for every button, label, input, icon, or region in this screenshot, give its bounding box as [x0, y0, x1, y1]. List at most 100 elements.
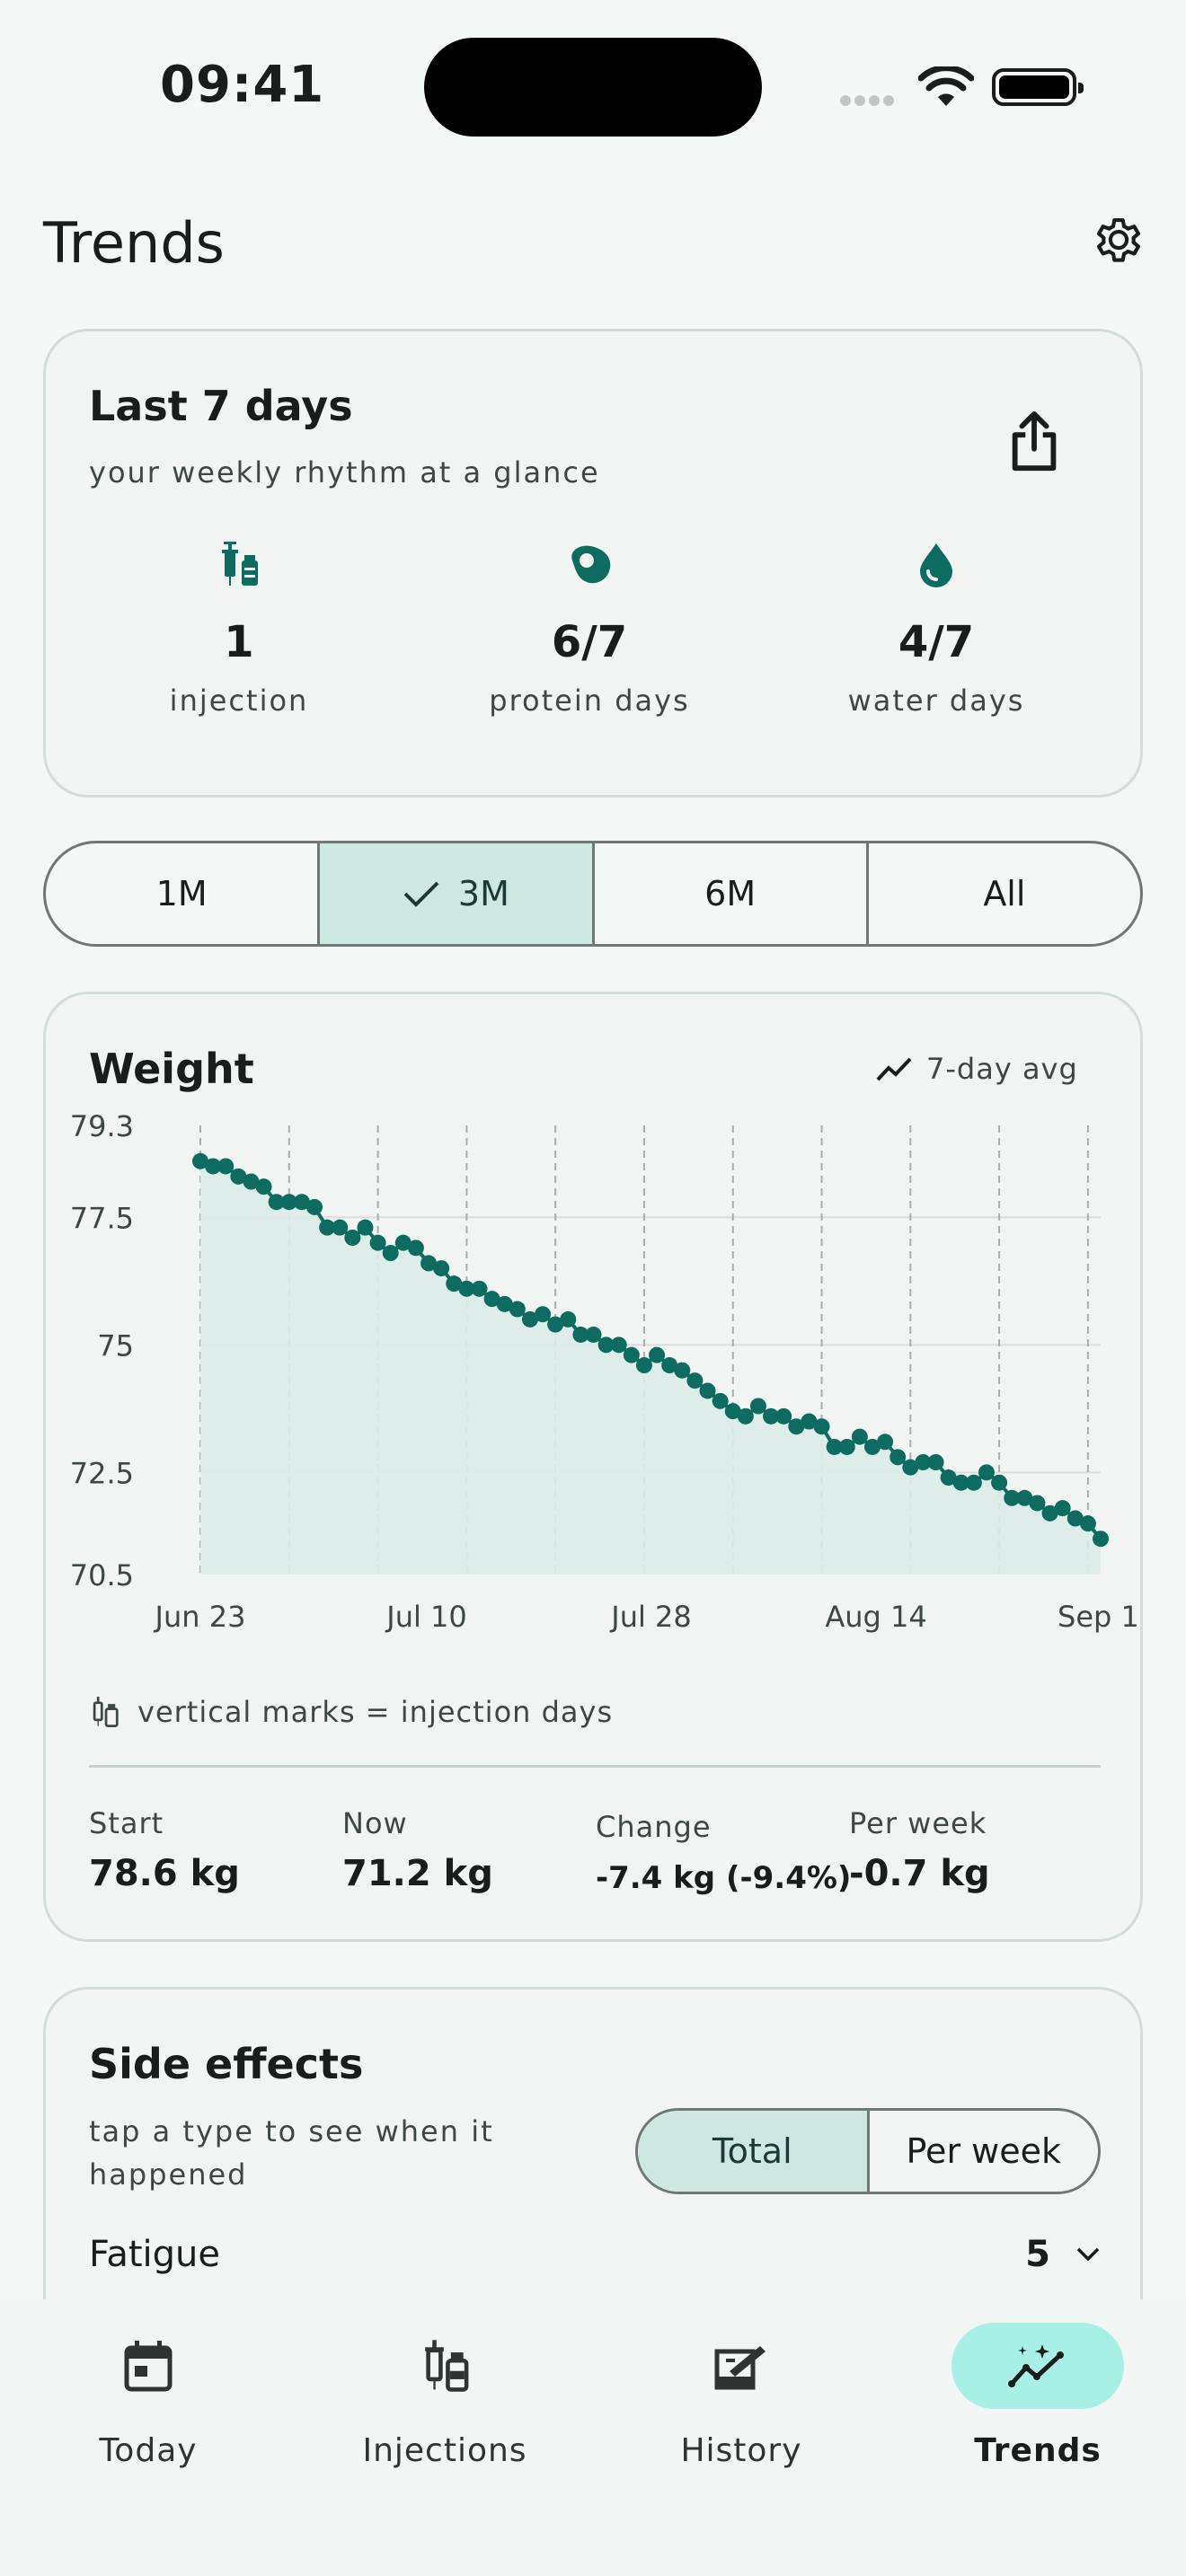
weight-point: [940, 1469, 957, 1486]
x-tick-label: Sep 1: [1058, 1600, 1139, 1634]
weight-point: [978, 1464, 995, 1481]
toggle-label: Per week: [906, 2131, 1061, 2171]
weight-point: [902, 1459, 919, 1476]
toggle-label: Total: [712, 2131, 792, 2171]
weight-point: [610, 1337, 627, 1354]
stat-label: Change: [596, 1810, 712, 1844]
weight-point: [217, 1158, 235, 1175]
weight-card: Weight 7-day avg 79.3 77.5 75 72.5 70.5 Jun 2…: [43, 992, 1143, 1942]
side-effect-count: 5: [1025, 2234, 1050, 2275]
weekly-summary-card: Last 7 days your weekly rhythm at a glan…: [43, 329, 1143, 798]
nav-item-trends[interactable]: Trends: [903, 2323, 1173, 2469]
stat-label: injection: [169, 684, 309, 718]
weight-point: [446, 1275, 463, 1292]
range-option-label: All: [983, 874, 1026, 913]
y-tick-label: 75: [97, 1328, 134, 1363]
weight-point: [535, 1306, 552, 1323]
nav-label: Today: [99, 2432, 198, 2469]
weight-point: [1079, 1515, 1096, 1532]
nav-item-injections[interactable]: Injections: [310, 2323, 580, 2469]
gear-icon[interactable]: [1089, 210, 1148, 269]
weight-point: [1093, 1531, 1109, 1548]
stat-value: 1: [224, 617, 254, 667]
weight-point: [635, 1357, 652, 1374]
weight-point: [674, 1362, 691, 1379]
stat-label: Per week: [849, 1806, 987, 1840]
weight-stat-now: Now 71.2 kg: [342, 1806, 493, 1894]
range-option-all[interactable]: All: [869, 843, 1140, 944]
weight-point: [813, 1418, 830, 1435]
summary-title: Last 7 days: [89, 382, 353, 430]
weight-point: [268, 1194, 285, 1211]
avg-legend-label: 7-day avg: [926, 1052, 1078, 1086]
y-tick-label: 72.5: [70, 1456, 134, 1490]
nav-item-history[interactable]: History: [606, 2323, 876, 2469]
bottom-nav: Today Injections History: [0, 2299, 1186, 2576]
range-option-label: 6M: [704, 874, 757, 913]
weight-point: [192, 1152, 208, 1169]
weight-point: [788, 1418, 805, 1435]
weight-point: [547, 1316, 564, 1333]
side-effect-row[interactable]: Fatigue 5: [89, 2234, 1101, 2275]
weight-point: [826, 1438, 843, 1455]
weight-point: [915, 1454, 932, 1470]
weight-point: [965, 1474, 982, 1491]
weight-point: [623, 1346, 640, 1363]
syringe-vial-icon: [93, 1697, 119, 1728]
weight-point: [243, 1173, 260, 1190]
range-selector: 1M 3M 6M All: [43, 841, 1143, 947]
toggle-total[interactable]: Total: [638, 2111, 870, 2192]
avg-legend[interactable]: 7-day avg: [876, 1052, 1078, 1086]
toggle-per-week[interactable]: Per week: [870, 2111, 1099, 2192]
range-option-6m[interactable]: 6M: [595, 843, 869, 944]
weight-point: [1054, 1500, 1071, 1517]
x-tick-label: Aug 14: [825, 1600, 926, 1634]
nav-label: Trends: [974, 2432, 1102, 2469]
weight-point: [483, 1291, 500, 1308]
weight-point: [838, 1438, 855, 1455]
weight-point: [699, 1382, 716, 1399]
weight-point: [306, 1198, 323, 1215]
weight-point: [1016, 1489, 1033, 1506]
stat-value: -7.4 kg (-9.4%): [596, 1860, 852, 1896]
weight-point: [877, 1434, 894, 1451]
weight-point: [585, 1326, 602, 1343]
count-mode-toggle: Total Per week: [635, 2108, 1101, 2194]
side-effect-name: Fatigue: [89, 2234, 220, 2275]
weight-point: [649, 1346, 666, 1363]
weight-point: [851, 1428, 868, 1445]
weight-point: [433, 1260, 450, 1277]
injection-note-text: vertical marks = injection days: [137, 1695, 614, 1729]
range-option-3m[interactable]: 3M: [320, 843, 595, 944]
check-icon: [403, 881, 439, 907]
weight-point: [749, 1398, 766, 1415]
weight-chart[interactable]: 79.3 77.5 75 72.5 70.5 Jun 23 Jul 10 Jul 28 Aug …: [46, 1102, 1146, 1641]
stat-label: protein days: [489, 684, 690, 718]
battery-icon: [992, 68, 1084, 106]
weight-point: [1029, 1495, 1046, 1512]
water-drop-icon: [920, 543, 952, 587]
egg-icon: [571, 545, 611, 584]
share-icon[interactable]: [1009, 410, 1059, 473]
trend-line-icon: [876, 1057, 912, 1081]
weight-point: [332, 1219, 349, 1236]
nav-item-today[interactable]: Today: [13, 2323, 283, 2469]
calendar-icon: [124, 2341, 173, 2392]
stat-value: 6/7: [551, 617, 628, 667]
stat-value: 71.2 kg: [342, 1853, 493, 1894]
dynamic-island: [424, 38, 762, 137]
weight-point: [560, 1310, 577, 1328]
weight-point: [1041, 1504, 1058, 1522]
page-title: Trends: [43, 210, 225, 276]
nav-label: Injections: [362, 2432, 527, 2469]
weight-point: [205, 1158, 222, 1175]
weight-point: [407, 1239, 424, 1257]
weight-point: [597, 1337, 615, 1354]
weight-point: [280, 1194, 297, 1211]
weight-stat-change: Change -7.4 kg (-9.4%): [596, 1810, 851, 1896]
syringe-vial-icon: [425, 2340, 469, 2392]
weight-point: [661, 1357, 678, 1374]
chevron-down-icon: [1076, 2247, 1100, 2262]
range-option-1m[interactable]: 1M: [46, 843, 321, 944]
weight-point: [255, 1178, 272, 1195]
